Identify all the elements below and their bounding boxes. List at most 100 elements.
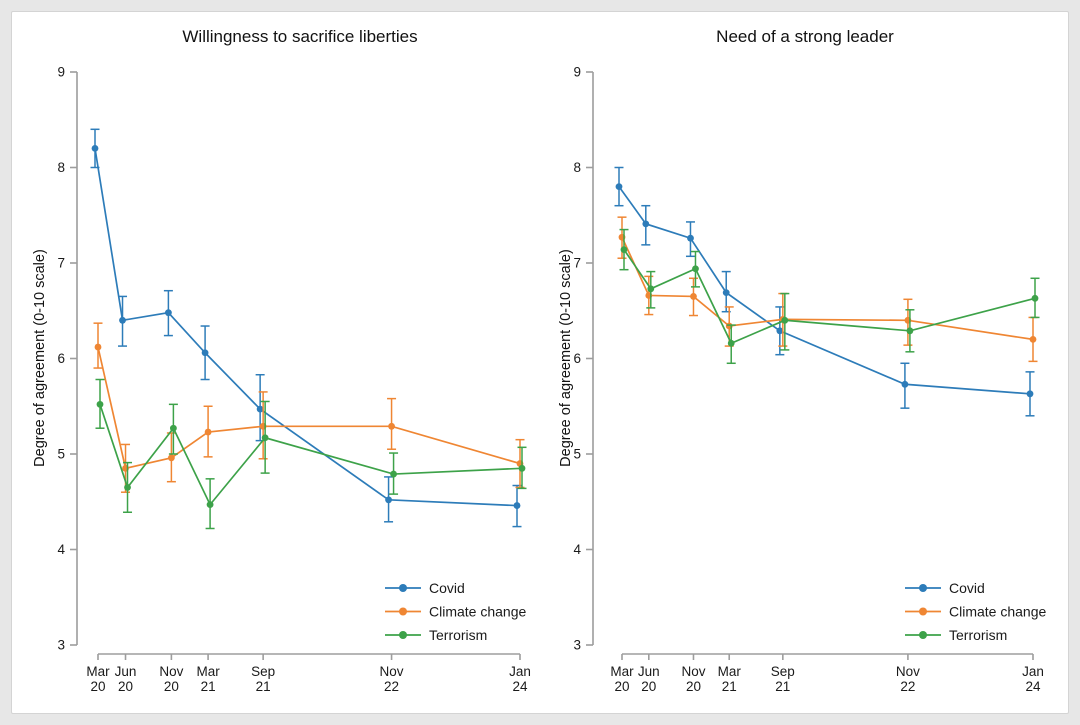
x-axis-tick-label-year: 20 xyxy=(90,679,105,694)
y-axis-tick-label: 4 xyxy=(57,542,65,557)
data-point xyxy=(1029,336,1037,343)
legend-label: Covid xyxy=(429,580,465,596)
data-point xyxy=(388,422,395,430)
data-point xyxy=(901,380,909,388)
series-terrorism xyxy=(95,378,527,530)
x-axis-tick-label-year: 21 xyxy=(775,679,790,694)
x-axis-tick-label: Sep xyxy=(251,664,275,679)
x-axis-tick-label: Sep xyxy=(771,664,795,679)
data-point xyxy=(615,183,623,191)
panel-1: 3456789Mar20Jun20Nov20Mar21Sep21Nov22Jan… xyxy=(573,65,1046,695)
legend: Covid Climate change Terrorism xyxy=(905,580,1046,643)
data-point xyxy=(256,405,264,413)
x-axis-tick-label: Jun xyxy=(638,664,660,679)
data-point xyxy=(620,246,628,254)
series-climate-change xyxy=(617,216,1038,363)
data-point xyxy=(1031,294,1039,302)
chart-card xyxy=(11,11,1069,714)
series-line xyxy=(99,404,523,507)
y-axis-tick-label: 6 xyxy=(573,351,581,366)
y-axis-tick-label: 5 xyxy=(57,447,65,462)
data-point xyxy=(647,285,655,293)
x-axis-tick-label-year: 20 xyxy=(686,679,701,694)
data-point xyxy=(687,234,694,242)
y-axis-tick-label: 7 xyxy=(573,256,581,271)
y-axis-tick-label: 9 xyxy=(57,65,65,80)
legend-marker-dot xyxy=(919,631,927,639)
series-covid xyxy=(90,128,522,528)
y-axis-tick-label: 3 xyxy=(573,638,581,653)
legend-marker-dot xyxy=(399,584,407,592)
panel-title-left: Willingness to sacrifice liberties xyxy=(182,27,418,46)
legend-label: Climate change xyxy=(949,603,1046,619)
data-point xyxy=(906,327,914,335)
x-axis-tick-label-year: 21 xyxy=(722,679,737,694)
x-axis-tick-label-year: 22 xyxy=(384,679,399,694)
series-line xyxy=(618,186,1031,395)
x-axis-tick-label: Nov xyxy=(380,664,404,679)
x-axis-tick-label-year: 20 xyxy=(614,679,629,694)
legend-marker-dot xyxy=(919,607,927,616)
data-point xyxy=(169,424,177,432)
data-point xyxy=(206,501,214,509)
y-axis-tick-label: 4 xyxy=(573,542,581,557)
y-axis-tick-label: 5 xyxy=(573,447,581,462)
legend-label: Terrorism xyxy=(949,627,1007,643)
legend-label: Terrorism xyxy=(429,627,487,643)
data-point xyxy=(91,145,99,152)
x-axis-tick-label: Mar xyxy=(86,664,110,679)
data-point xyxy=(94,343,102,351)
legend-marker-dot xyxy=(919,584,927,592)
data-point xyxy=(96,400,104,408)
x-axis-tick-label: Mar xyxy=(196,664,220,679)
x-axis-tick-label-year: 21 xyxy=(201,679,216,694)
data-point xyxy=(781,316,789,324)
data-point xyxy=(727,339,735,347)
x-axis-tick-label-year: 20 xyxy=(641,679,656,694)
legend-marker-dot xyxy=(399,607,407,616)
x-axis-tick-label: Nov xyxy=(896,664,920,679)
series-covid xyxy=(614,166,1035,417)
x-axis-tick-label: Jun xyxy=(115,664,137,679)
x-axis-tick-label-year: 21 xyxy=(256,679,271,694)
x-axis-tick-label-year: 22 xyxy=(900,679,915,694)
series-climate-change xyxy=(93,322,525,493)
x-axis-tick-label: Mar xyxy=(718,664,742,679)
x-axis-tick-label: Jan xyxy=(1022,664,1044,679)
legend: Covid Climate change Terrorism xyxy=(385,580,526,643)
data-point xyxy=(690,293,697,300)
data-point xyxy=(1026,390,1034,398)
x-axis-tick-label: Nov xyxy=(159,664,183,679)
series-terrorism xyxy=(619,228,1040,365)
x-axis-tick-label-year: 20 xyxy=(164,679,179,694)
y-axis-tick-label: 7 xyxy=(57,256,65,271)
data-point xyxy=(201,349,209,357)
series-line xyxy=(94,148,518,507)
data-point xyxy=(722,289,730,297)
legend-label: Climate change xyxy=(429,603,526,619)
legend-marker-dot xyxy=(399,631,407,639)
data-point xyxy=(204,428,212,436)
x-axis-tick-label: Mar xyxy=(610,664,634,679)
x-axis-tick-label: Nov xyxy=(681,664,705,679)
panel-title-right: Need of a strong leader xyxy=(716,27,894,46)
x-axis-tick-label-year: 20 xyxy=(118,679,133,694)
y-axis-tick-label: 9 xyxy=(573,65,581,80)
data-point xyxy=(167,454,175,462)
data-point xyxy=(261,434,269,442)
data-point xyxy=(164,309,172,317)
data-point xyxy=(642,220,650,228)
legend-label: Covid xyxy=(949,580,985,596)
x-axis-tick-label-year: 24 xyxy=(512,679,528,694)
y-axis-tick-label: 3 xyxy=(57,638,65,653)
data-point xyxy=(692,265,699,273)
data-point xyxy=(385,496,392,504)
data-point xyxy=(518,464,526,472)
panel-0: 3456789Mar20Jun20Nov20Mar21Sep21Nov22Jan… xyxy=(57,65,530,695)
y-axis-tick-label: 6 xyxy=(57,351,65,366)
data-point xyxy=(513,502,521,509)
x-axis-tick-label-year: 24 xyxy=(1025,679,1041,694)
x-axis-tick-label: Jan xyxy=(509,664,531,679)
data-point xyxy=(390,470,397,478)
